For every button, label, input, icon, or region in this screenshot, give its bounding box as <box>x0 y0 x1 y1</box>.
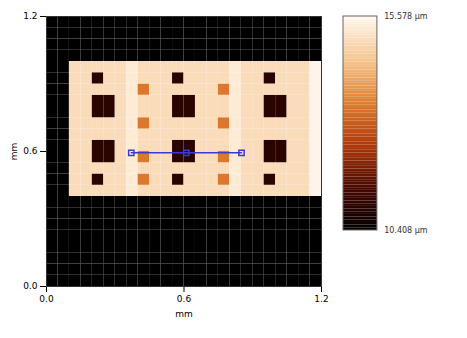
svg-text:1.2: 1.2 <box>314 294 328 304</box>
svg-text:mm: mm <box>9 143 19 161</box>
svg-text:0.0: 0.0 <box>39 294 54 304</box>
svg-text:1.2: 1.2 <box>23 11 37 21</box>
svg-text:10.408 µm: 10.408 µm <box>384 226 428 235</box>
svg-text:15.578 µm: 15.578 µm <box>384 12 428 21</box>
svg-text:mm: mm <box>175 309 193 319</box>
svg-text:0.0: 0.0 <box>23 281 38 291</box>
svg-text:0.6: 0.6 <box>177 294 192 304</box>
svg-text:0.6: 0.6 <box>23 146 38 156</box>
